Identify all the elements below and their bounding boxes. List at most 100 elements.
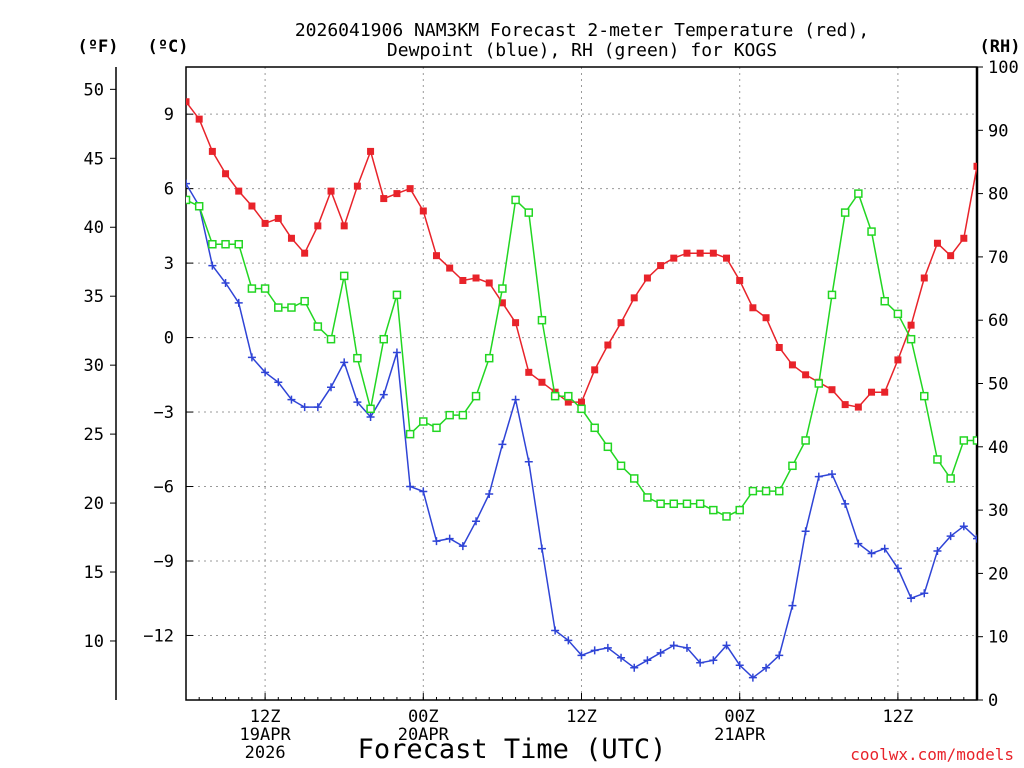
temperature-point <box>828 386 836 394</box>
tick-labels: 9630−3−6−9−12504540353025201510100908070… <box>84 58 1019 763</box>
temperature-point <box>314 222 322 230</box>
fahrenheit-tick-label: 20 <box>84 494 104 514</box>
rh-point <box>221 239 230 249</box>
dewpoint-point <box>709 656 718 665</box>
rh-point <box>234 239 243 249</box>
rh-point <box>987 475 994 482</box>
rh-tick-label: 40 <box>988 438 1008 458</box>
axes <box>110 66 983 701</box>
celsius-tick-label: 6 <box>164 180 174 200</box>
dewpoint-point <box>472 517 481 526</box>
rh-tick-label: 60 <box>988 311 1008 331</box>
series-line <box>186 183 977 679</box>
dewpoint-point <box>458 542 467 551</box>
rh-point <box>920 391 929 401</box>
rh-point <box>392 290 402 300</box>
rh-point <box>419 417 428 426</box>
rh-tick-label: 30 <box>988 501 1008 521</box>
series-layer <box>186 98 994 682</box>
dewpoint-point <box>537 544 546 553</box>
temperature-point <box>802 371 810 379</box>
temperature-point <box>578 398 585 406</box>
dewpoint-point <box>498 440 507 449</box>
dewpoint-point <box>603 643 612 652</box>
series-temperature <box>186 98 977 411</box>
temperature-point <box>274 214 282 222</box>
rh-point <box>445 410 454 420</box>
rh-point <box>906 334 916 344</box>
temperature-point <box>301 249 309 257</box>
dewpoint-point <box>379 390 388 399</box>
dewpoint-point <box>300 403 309 412</box>
temperature-point <box>406 185 414 193</box>
rh-point <box>339 271 349 281</box>
dewpoint-point <box>313 403 322 412</box>
rh-point <box>577 404 586 414</box>
temperature-point <box>657 262 665 270</box>
dewpoint-point <box>366 413 375 422</box>
celsius-tick-label: 9 <box>164 105 174 125</box>
temperature-point <box>709 249 717 257</box>
temperature-point <box>854 403 862 411</box>
fahrenheit-tick-label: 45 <box>84 149 104 169</box>
temperature-point <box>973 162 977 170</box>
temperature-point <box>762 314 770 322</box>
fahrenheit-tick-label: 15 <box>84 563 104 583</box>
titles: 2026041906 NAM3KM Forecast 2-meter Tempe… <box>78 20 1021 765</box>
rh-point <box>458 410 468 420</box>
temperature-point <box>933 239 941 247</box>
rh-point <box>564 391 573 401</box>
temperature-point <box>235 187 243 195</box>
temperature-point <box>208 147 216 155</box>
rh-point <box>353 353 362 363</box>
temperature-point <box>367 147 375 155</box>
temperature-point <box>617 319 625 327</box>
temperature-point <box>749 304 757 312</box>
rh-point <box>788 461 797 471</box>
dewpoint-point <box>682 643 691 652</box>
dewpoint-point <box>485 489 494 498</box>
x-tick-label: 2026 <box>245 743 286 763</box>
gridlines <box>186 67 977 700</box>
rh-point <box>366 404 375 414</box>
temperature-point <box>696 249 704 257</box>
rh-point <box>854 189 863 198</box>
dewpoint-point <box>814 472 823 481</box>
dewpoint-point <box>261 368 270 377</box>
dewpoint-point <box>406 482 415 491</box>
rh-point <box>709 505 718 515</box>
dewpoint-point <box>186 179 190 188</box>
x-tick-label: 12Z <box>883 707 914 727</box>
rh-point <box>775 486 784 496</box>
temperature-point <box>841 401 849 409</box>
rh-point <box>313 322 323 331</box>
dewpoint-point <box>656 648 665 657</box>
celsius-tick-label: 3 <box>164 254 174 274</box>
rh-point <box>669 499 679 509</box>
rh-point <box>511 195 520 205</box>
dewpoint-point <box>221 278 230 287</box>
dewpoint-point <box>775 651 784 660</box>
temperature-point <box>195 115 203 123</box>
temperature-point <box>881 388 889 396</box>
dewpoint-point <box>247 353 256 362</box>
rh-point <box>880 296 889 306</box>
fahrenheit-tick-label: 40 <box>84 218 104 238</box>
rh-point <box>537 315 547 325</box>
temperature-point <box>186 98 190 106</box>
temperature-point <box>604 341 612 349</box>
rh-point <box>484 353 494 363</box>
rh-point <box>933 455 942 464</box>
x-tick-label: 12Z <box>250 707 281 727</box>
rh-point <box>959 436 969 445</box>
dewpoint-point <box>274 378 283 387</box>
dewpoint-point <box>788 601 797 610</box>
temperature-point <box>907 321 915 329</box>
rh-point <box>300 296 309 306</box>
dewpoint-point <box>669 641 678 650</box>
rh-point <box>550 391 560 401</box>
rh-tick-label: 80 <box>988 185 1008 205</box>
fahrenheit-tick-label: 25 <box>84 425 104 445</box>
rh-point <box>498 284 507 293</box>
